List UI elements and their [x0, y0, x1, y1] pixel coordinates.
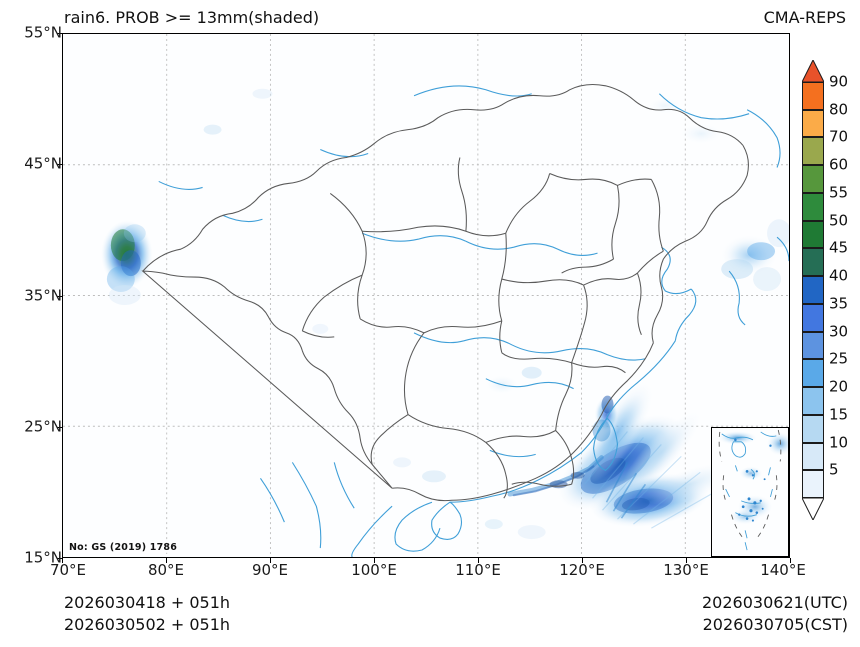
- colorbar-segment: [802, 387, 824, 415]
- colorbar-tick-label: 55: [829, 183, 849, 202]
- colorbar-segment: [802, 192, 824, 221]
- y-tick-25n: 25°N: [24, 417, 62, 436]
- colorbar-segment: [802, 442, 824, 471]
- map-credit: No: GS (2019) 1786: [68, 542, 179, 553]
- colorbar-tick-label: 15: [829, 405, 849, 424]
- south-china-sea-inset[interactable]: [711, 427, 789, 557]
- colorbar-column: [802, 60, 824, 520]
- x-tick-90e: 90°E: [251, 561, 289, 579]
- colorbar-segment: [802, 359, 824, 388]
- colorbar-tick-label: 25: [829, 349, 849, 368]
- colorbar-tick-label: 30: [829, 322, 849, 341]
- coastlines: [158, 85, 789, 557]
- colorbar-segment: [802, 303, 824, 332]
- footer-init-time-cst: 2026030502 + 051h: [64, 615, 231, 634]
- colorbar-segment: [802, 248, 824, 277]
- colorbar-tick-label: 60: [829, 155, 849, 174]
- colorbar-segment: [802, 165, 824, 193]
- colorbar-tick-label: 90: [829, 72, 849, 91]
- map-canvas: [63, 34, 789, 557]
- colorbar-tick-label: 70: [829, 127, 849, 146]
- x-tick-130e: 130°E: [663, 561, 709, 579]
- footer-valid-time-utc: 2026030621(UTC): [702, 593, 848, 612]
- colorbar-tick-label: 45: [829, 238, 849, 257]
- map-plot-area[interactable]: No: GS (2019) 1786: [62, 33, 790, 558]
- x-tick-120e: 120°E: [559, 561, 605, 579]
- colorbar-segment: [802, 470, 824, 498]
- y-tick-15n: 15°N: [24, 548, 62, 567]
- colorbar-tick-label: 80: [829, 100, 849, 119]
- model-label: CMA-REPS: [763, 8, 846, 27]
- inset-canvas: [717, 429, 788, 551]
- administrative-borders: [141, 83, 749, 502]
- footer-init-time-utc: 2026030418 + 051h: [64, 593, 231, 612]
- colorbar-tick-label: 40: [829, 266, 849, 285]
- probability-shading: [100, 88, 789, 540]
- colorbar-tick-label: 5: [829, 460, 839, 479]
- x-tick-110e: 110°E: [455, 561, 501, 579]
- colorbar-tick-label: 35: [829, 294, 849, 313]
- page-title: rain6. PROB >= 13mm(shaded): [64, 8, 320, 27]
- colorbar[interactable]: 90 80 70 60 55 50 45 40 35 30 25 20 15 10 5: [802, 60, 858, 520]
- x-tick-70e: 70°E: [49, 561, 87, 579]
- y-tick-55n: 55°N: [24, 23, 62, 42]
- colorbar-segment: [802, 82, 824, 110]
- y-tick-45n: 45°N: [24, 154, 62, 173]
- colorbar-segment: [802, 276, 824, 304]
- colorbar-segment: [802, 414, 824, 443]
- x-tick-100e: 100°E: [351, 561, 397, 579]
- colorbar-segment: [802, 220, 824, 249]
- x-tick-80e: 80°E: [147, 561, 185, 579]
- footer-valid-time-cst: 2026030705(CST): [702, 615, 848, 634]
- colorbar-top-arrow-icon: [802, 60, 824, 82]
- colorbar-segment: [802, 331, 824, 360]
- colorbar-segment: [802, 109, 824, 138]
- colorbar-segment: [802, 137, 824, 166]
- colorbar-tick-label: 20: [829, 377, 849, 396]
- x-tick-140e: 140°E: [760, 561, 806, 579]
- y-tick-35n: 35°N: [24, 286, 62, 304]
- colorbar-bottom-arrow-icon: [802, 498, 824, 520]
- colorbar-tick-label: 10: [829, 433, 849, 452]
- colorbar-tick-label: 50: [829, 211, 849, 230]
